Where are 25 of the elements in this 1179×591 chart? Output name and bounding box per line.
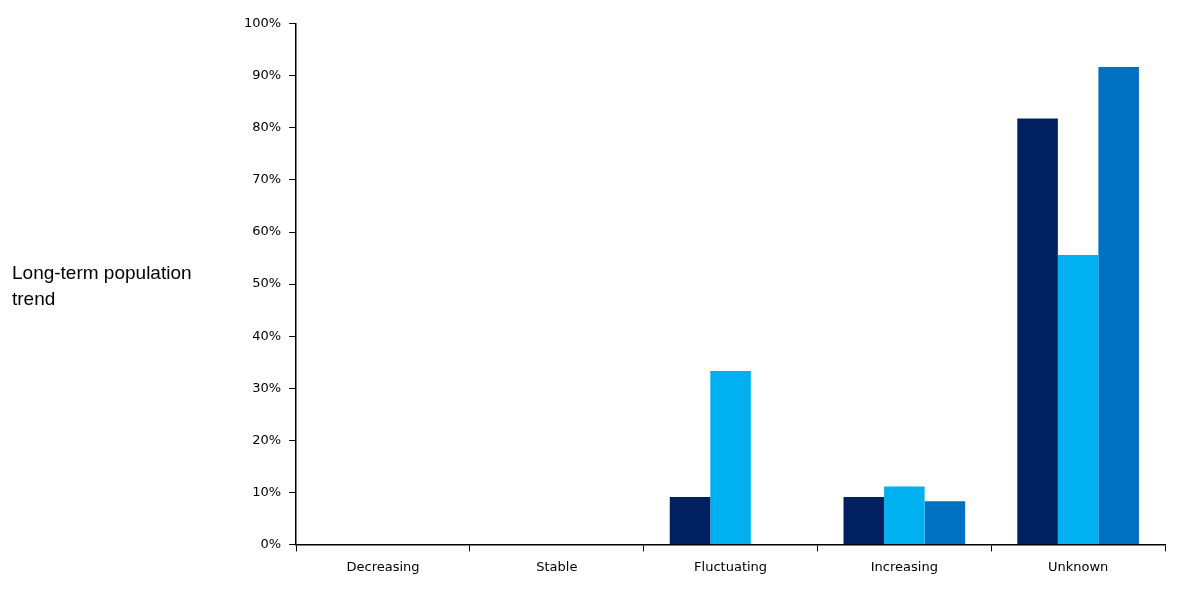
x-tick-label: Stable <box>536 558 578 574</box>
y-tick-label: 40% <box>252 327 282 343</box>
y-tick-label: 30% <box>252 379 282 395</box>
bar <box>924 501 966 544</box>
x-tick-label: Decreasing <box>346 558 420 574</box>
bar <box>1098 67 1139 544</box>
y-tick-label: 0% <box>260 535 282 551</box>
x-tick-label: Increasing <box>870 558 938 574</box>
y-tick-label: 20% <box>252 431 282 447</box>
y-tick-label: 100% <box>243 15 282 31</box>
y-tick-label: 70% <box>252 171 282 187</box>
y-tick-label: 10% <box>252 483 282 499</box>
y-tick-label: 60% <box>252 223 282 239</box>
bar <box>1057 254 1099 544</box>
y-tick-label: 90% <box>252 67 282 83</box>
y-axis-title: Long-term population trend <box>11 260 193 311</box>
bar <box>710 371 751 544</box>
bar <box>884 486 925 544</box>
bar <box>1017 118 1058 544</box>
bar <box>669 497 711 544</box>
bar <box>843 497 885 544</box>
x-tick-label: Unknown <box>1047 558 1109 574</box>
y-tick-label: 50% <box>252 275 282 291</box>
y-tick-label: 80% <box>252 119 282 135</box>
x-tick-label: Fluctuating <box>694 558 768 574</box>
